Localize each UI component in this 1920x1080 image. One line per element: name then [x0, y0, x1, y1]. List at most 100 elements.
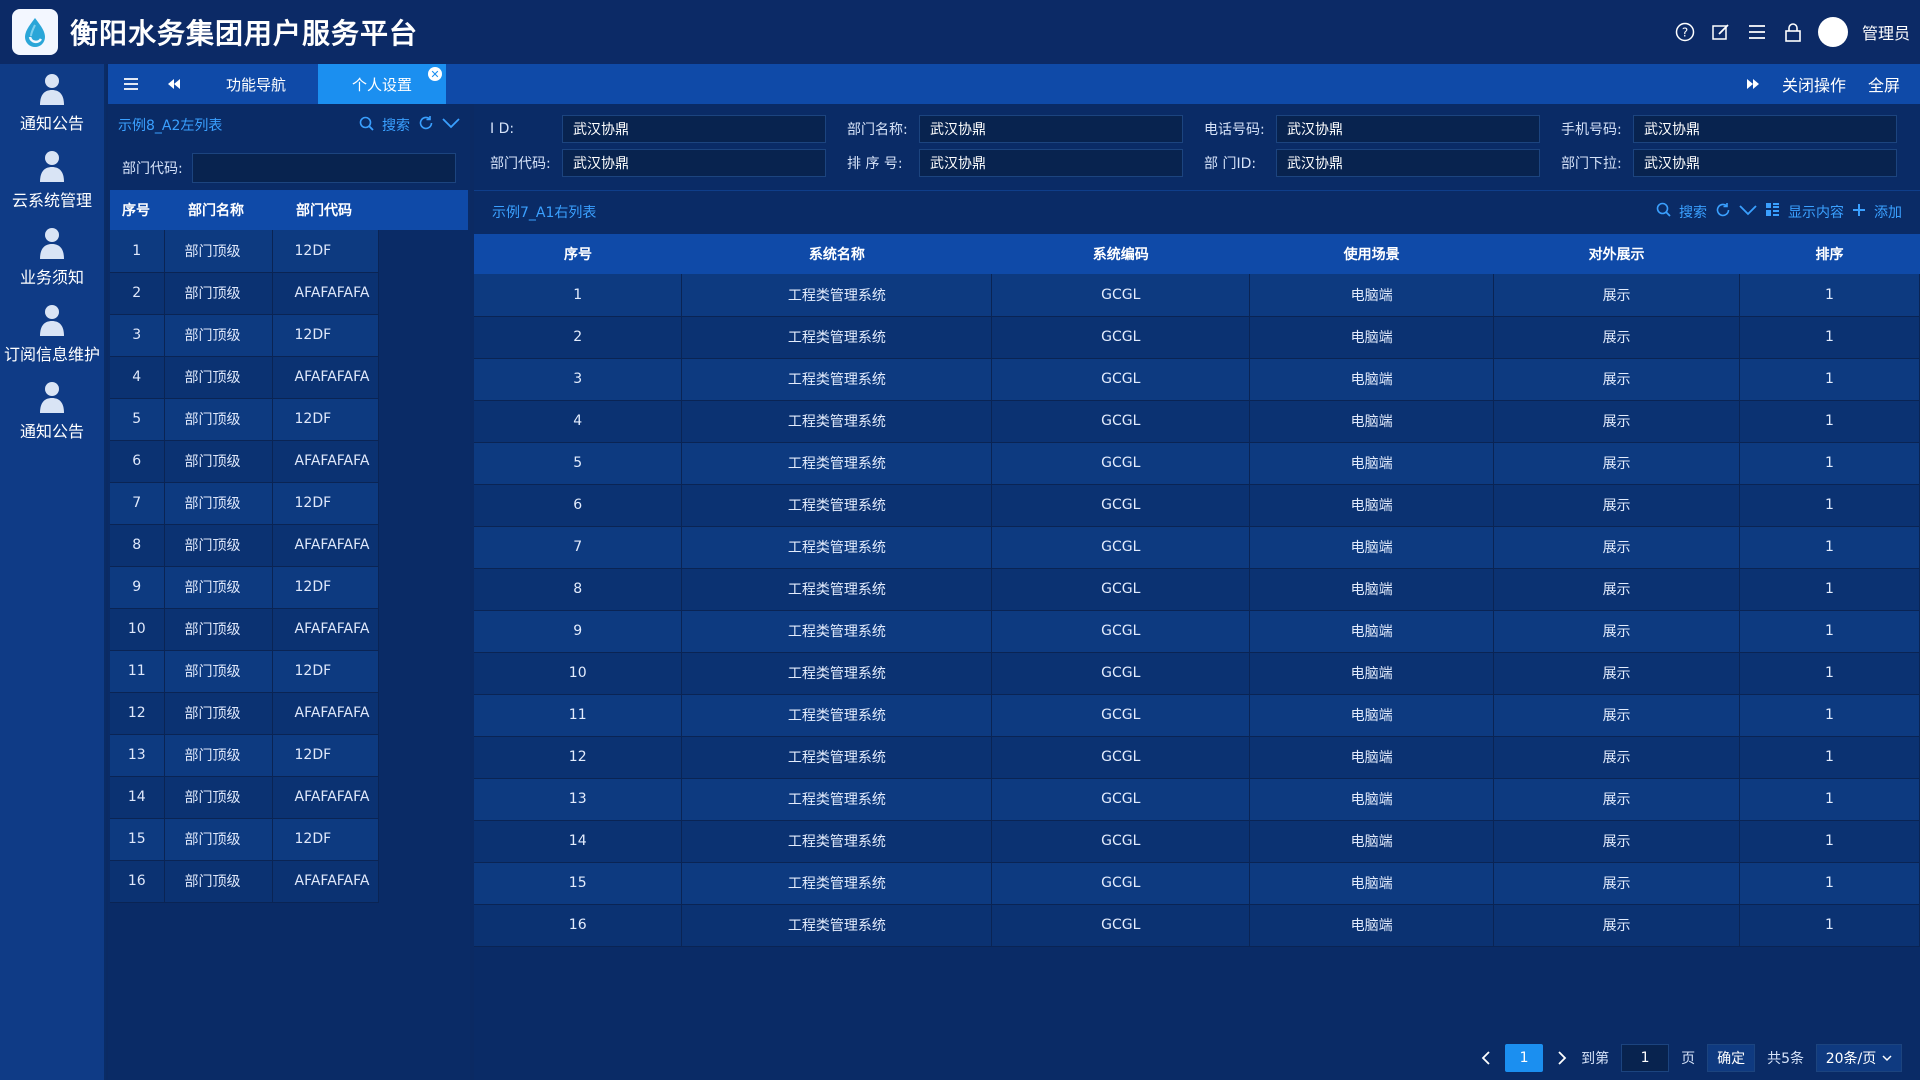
avatar[interactable]	[1817, 17, 1848, 47]
sidebar-item-cloud-system[interactable]: 云系统管理	[0, 141, 104, 218]
display-content-button[interactable]: 显示内容	[1788, 204, 1844, 221]
table-row[interactable]: 5 部门顶级 12DF	[110, 398, 468, 441]
col-header[interactable]: 系统编码	[991, 234, 1250, 274]
col-header[interactable]: 序号	[474, 234, 682, 274]
table-row[interactable]: 7 工程类管理系统 GCGL 电脑端 展示 1	[474, 526, 1920, 569]
table-row[interactable]: 11 部门顶级 12DF	[110, 650, 468, 693]
filter-label: 排 序 号:	[847, 156, 903, 172]
table-cell: 电脑端	[1249, 400, 1495, 443]
table-row[interactable]: 16 工程类管理系统 GCGL 电脑端 展示 1	[474, 904, 1920, 947]
refresh-icon[interactable]	[418, 115, 434, 135]
table-row[interactable]: 10 部门顶级 AFAFAFAFA	[110, 608, 468, 651]
lock-icon[interactable]	[1782, 21, 1804, 43]
table-row[interactable]: 14 部门顶级 AFAFAFAFA	[110, 776, 468, 819]
table-cell: AFAFAFAFA	[272, 860, 379, 903]
col-header[interactable]: 部门名称	[164, 190, 272, 230]
table-cell: AFAFAFAFA	[272, 524, 379, 567]
chevron-left-icon[interactable]	[1479, 1044, 1493, 1072]
double-right-icon[interactable]	[1746, 75, 1760, 94]
menu-icon[interactable]	[1746, 21, 1768, 43]
add-button[interactable]: 添加	[1874, 204, 1902, 221]
chevron-down-icon[interactable]	[1739, 204, 1757, 220]
filter-input[interactable]: 武汉协鼎	[1633, 149, 1897, 177]
filter-input[interactable]: 武汉协鼎	[919, 115, 1183, 143]
help-icon[interactable]: ?	[1674, 21, 1696, 43]
sidebar-item-label: 通知公告	[19, 113, 84, 133]
sidebar-item-notice[interactable]: 通知公告	[0, 64, 104, 141]
hamburger-icon[interactable]	[108, 64, 154, 104]
table-row[interactable]: 7 部门顶级 12DF	[110, 482, 468, 525]
dept-code-input[interactable]	[192, 153, 456, 183]
table-row[interactable]: 14 工程类管理系统 GCGL 电脑端 展示 1	[474, 820, 1920, 863]
plus-icon[interactable]	[1852, 203, 1866, 221]
table-row[interactable]: 13 部门顶级 12DF	[110, 734, 468, 777]
table-cell: GCGL	[991, 862, 1251, 905]
table-row[interactable]: 6 工程类管理系统 GCGL 电脑端 展示 1	[474, 484, 1920, 527]
table-row[interactable]: 12 工程类管理系统 GCGL 电脑端 展示 1	[474, 736, 1920, 779]
col-header[interactable]: 系统名称	[681, 234, 992, 274]
close-icon[interactable]: ✕	[428, 67, 443, 81]
table-row[interactable]: 12 部门顶级 AFAFAFAFA	[110, 692, 468, 735]
edit-icon[interactable]	[1710, 21, 1732, 43]
left-panel-title: 示例8_A2左列表	[118, 118, 223, 134]
table-row[interactable]: 2 部门顶级 AFAFAFAFA	[110, 272, 468, 315]
sidebar-item-notice-2[interactable]: 通知公告	[0, 372, 104, 449]
table-row[interactable]: 11 工程类管理系统 GCGL 电脑端 展示 1	[474, 694, 1920, 737]
user-name[interactable]: 管理员	[1861, 24, 1910, 43]
current-page-button[interactable]: 1	[1505, 1044, 1544, 1072]
table-row[interactable]: 8 部门顶级 AFAFAFAFA	[110, 524, 468, 567]
table-row[interactable]: 10 工程类管理系统 GCGL 电脑端 展示 1	[474, 652, 1920, 695]
table-row[interactable]: 1 部门顶级 12DF	[110, 230, 468, 273]
table-row[interactable]: 16 部门顶级 AFAFAFAFA	[110, 860, 468, 903]
right-search-button[interactable]: 搜索	[1679, 204, 1707, 221]
filter-label: 电话号码:	[1204, 122, 1265, 138]
col-header[interactable]: 部门代码	[272, 190, 378, 230]
table-row[interactable]: 13 工程类管理系统 GCGL 电脑端 展示 1	[474, 778, 1920, 821]
grid-icon[interactable]	[1765, 202, 1780, 221]
table-cell: 7	[110, 482, 165, 525]
search-icon[interactable]	[359, 116, 374, 135]
double-left-icon[interactable]	[154, 64, 194, 104]
chevron-right-icon[interactable]	[1555, 1044, 1569, 1072]
table-row[interactable]: 9 部门顶级 12DF	[110, 566, 468, 609]
col-header[interactable]: 对外展示	[1493, 234, 1740, 274]
sidebar-item-business[interactable]: 业务须知	[0, 218, 104, 295]
table-row[interactable]: 6 部门顶级 AFAFAFAFA	[110, 440, 468, 483]
table-row[interactable]: 1 工程类管理系统 GCGL 电脑端 展示 1	[474, 274, 1920, 317]
col-header[interactable]: 序号	[110, 190, 164, 230]
table-cell: 2	[474, 316, 683, 359]
sidebar-item-label: 通知公告	[19, 421, 84, 441]
table-row[interactable]: 9 工程类管理系统 GCGL 电脑端 展示 1	[474, 610, 1920, 653]
table-row[interactable]: 15 部门顶级 12DF	[110, 818, 468, 861]
table-row[interactable]: 5 工程类管理系统 GCGL 电脑端 展示 1	[474, 442, 1920, 485]
table-row[interactable]: 3 部门顶级 12DF	[110, 314, 468, 357]
table-row[interactable]: 8 工程类管理系统 GCGL 电脑端 展示 1	[474, 568, 1920, 611]
tab-function-nav[interactable]: 功能导航	[194, 64, 318, 104]
left-search-button[interactable]: 搜索	[382, 118, 410, 134]
search-icon[interactable]	[1656, 202, 1671, 221]
confirm-button[interactable]: 确定	[1707, 1044, 1756, 1072]
col-header[interactable]: 使用场景	[1249, 234, 1494, 274]
page-size-select[interactable]: 20条/页	[1816, 1044, 1902, 1072]
table-row[interactable]: 4 工程类管理系统 GCGL 电脑端 展示 1	[474, 400, 1920, 443]
table-cell: GCGL	[991, 652, 1251, 695]
filter-input[interactable]: 武汉协鼎	[1276, 115, 1540, 143]
col-header[interactable]: 排序	[1739, 234, 1920, 274]
page-number-input[interactable]: 1	[1621, 1044, 1670, 1072]
table-row[interactable]: 3 工程类管理系统 GCGL 电脑端 展示 1	[474, 358, 1920, 401]
table-row[interactable]: 2 工程类管理系统 GCGL 电脑端 展示 1	[474, 316, 1920, 359]
table-row[interactable]: 4 部门顶级 AFAFAFAFA	[110, 356, 468, 399]
tab-personal-settings[interactable]: 个人设置 ✕	[318, 64, 447, 104]
filter-input[interactable]: 武汉协鼎	[1633, 115, 1897, 143]
table-cell: GCGL	[991, 820, 1251, 863]
filter-input[interactable]: 武汉协鼎	[1276, 149, 1540, 177]
refresh-icon[interactable]	[1715, 202, 1731, 222]
filter-input[interactable]: 武汉协鼎	[562, 149, 826, 177]
fullscreen-button[interactable]: 全屏	[1867, 76, 1900, 95]
close-operations-button[interactable]: 关闭操作	[1781, 76, 1846, 95]
sidebar-item-subscription[interactable]: 订阅信息维护	[0, 295, 104, 372]
filter-input[interactable]: 武汉协鼎	[919, 149, 1183, 177]
chevron-down-icon[interactable]	[442, 117, 460, 133]
filter-input[interactable]: 武汉协鼎	[562, 115, 826, 143]
table-row[interactable]: 15 工程类管理系统 GCGL 电脑端 展示 1	[474, 862, 1920, 905]
